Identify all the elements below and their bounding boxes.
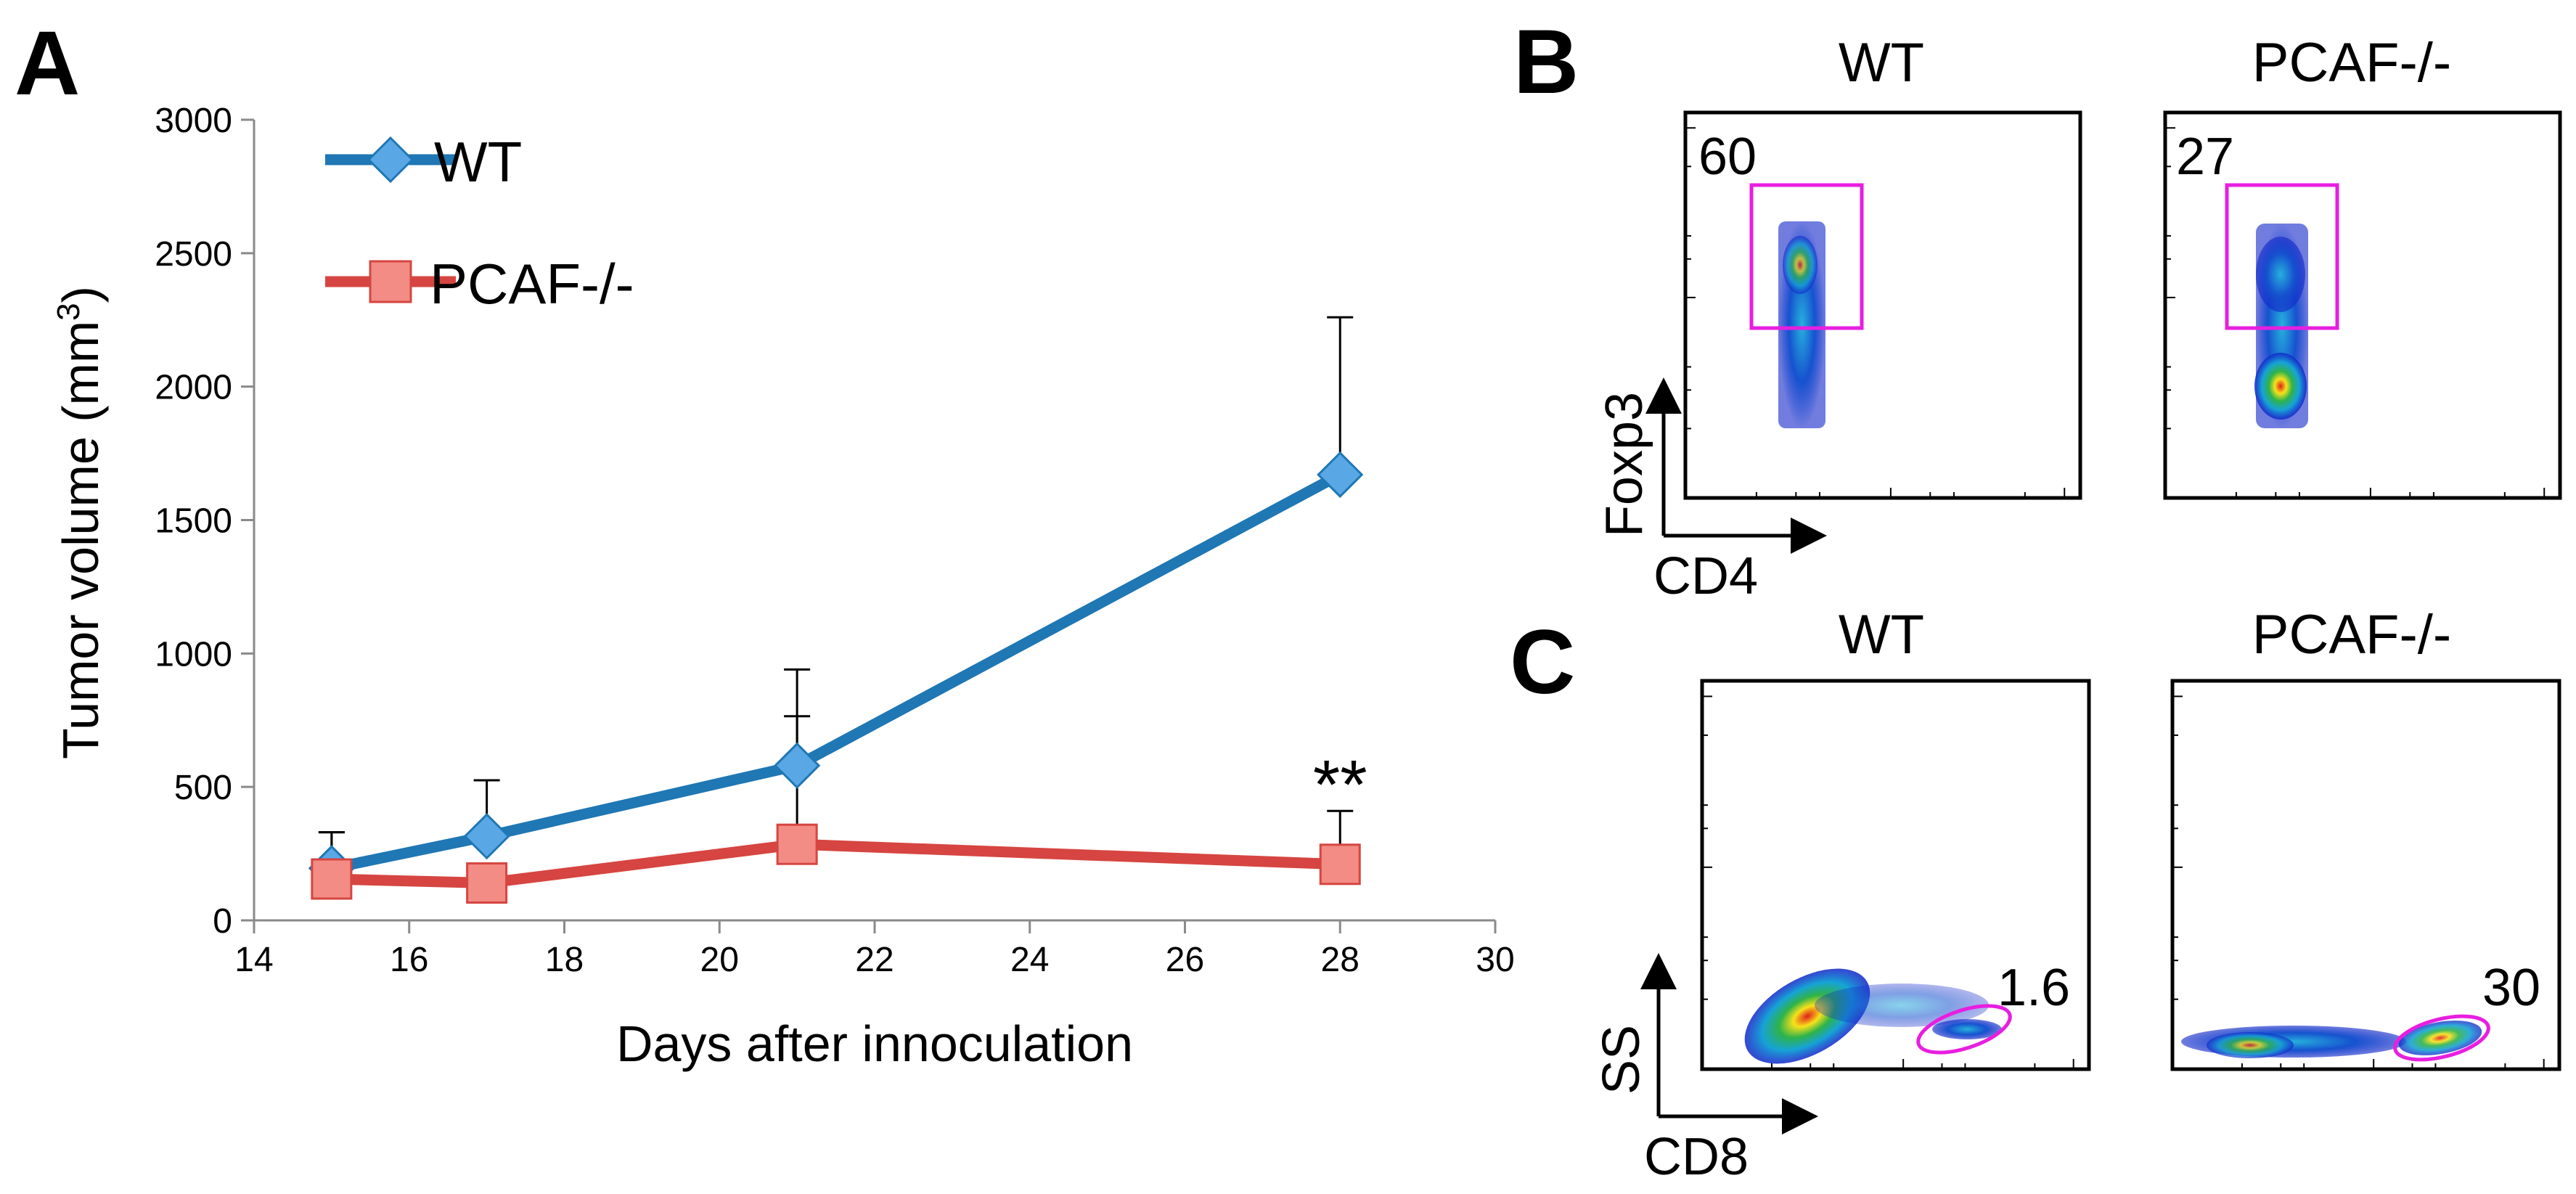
cell-population-c-pcaf-cd8	[2398, 1021, 2482, 1055]
y-tick-label: 2500	[155, 235, 232, 274]
x-tick-label: 22	[855, 941, 894, 979]
panel-c-cd8: WT PCAF-/- 1.6 30 SS CD8	[1592, 604, 2561, 1186]
error-bars	[318, 316, 1354, 880]
y-tick-label: 1000	[155, 635, 232, 674]
y-axis-label: Tumor volume (mm3)	[51, 286, 109, 759]
x-tick-label: 18	[545, 941, 584, 979]
y-tick-label: 2000	[155, 369, 232, 407]
gate-c-pcaf	[2393, 1014, 2490, 1062]
plot-title-c-pcaf: PCAF-/-	[2252, 604, 2451, 666]
foxp3-axis-label: Foxp3	[1595, 392, 1653, 537]
flow-plot-ticks	[1685, 127, 2546, 1070]
gate-b-pcaf	[2225, 183, 2339, 330]
x-axis-ticks: 14 16 18 20 22 24 26 28 30	[234, 920, 1515, 979]
series-lines	[330, 470, 1343, 889]
y-tick-label: 3000	[155, 102, 232, 140]
y-tick-label: 1500	[155, 502, 232, 541]
panel-label-b: B	[1513, 12, 1579, 113]
plot-title-c-wt: WT	[1839, 604, 1924, 666]
x-tick-label: 20	[700, 941, 739, 979]
data-point-pcaf	[466, 862, 508, 904]
tumor-volume-chart: 0 500 1000 1500 2000 2500 3000 14 16 18 20 22 24 26 2…	[51, 102, 1515, 1072]
cell-population-c-wt-cd8	[1932, 1019, 2002, 1039]
gate-percent-c-pcaf: 30	[2482, 959, 2540, 1017]
y-axis-label-main: Tumor volume (mm	[52, 321, 109, 759]
y-axis-label-close: )	[52, 286, 109, 303]
x-tick-label: 26	[1166, 941, 1204, 979]
panel-label-c: C	[1510, 612, 1575, 713]
cell-population-b-wt-core	[1783, 236, 1817, 294]
legend-label-wt: WT	[434, 130, 522, 194]
data-point-pcaf	[1319, 843, 1361, 886]
data-point-wt	[463, 813, 510, 860]
y-tick-label: 0	[213, 902, 232, 941]
y-axis-label-superscript: 3	[51, 303, 86, 320]
x-tick-label: 24	[1010, 941, 1049, 979]
flow-plot-b-pcaf-frame	[2163, 110, 2562, 500]
y-axis-ticks: 0 500 1000 1500 2000 2500 3000	[155, 102, 254, 941]
gate-percent-b-wt: 60	[1698, 128, 1757, 186]
series-markers	[308, 451, 1364, 904]
flow-plot-b-wt-frame	[1683, 110, 2082, 500]
cd4-axis-label: CD4	[1653, 547, 1758, 605]
flow-plot-c-wt-frame	[1700, 679, 2091, 1071]
cell-population-b-pcaf-low	[2254, 353, 2307, 420]
y-tick-label: 500	[174, 769, 232, 807]
panel-label-a: A	[15, 13, 80, 114]
x-axis-label: Days after innoculation	[616, 1015, 1133, 1072]
gate-percent-c-wt: 1.6	[1998, 959, 2070, 1017]
legend-marker-wt	[367, 136, 414, 184]
legend-marker-pcaf	[369, 260, 412, 303]
x-tick-label: 30	[1476, 941, 1514, 979]
cell-population-c-pcaf-left	[2207, 1032, 2294, 1058]
panel-b-foxp3: WT PCAF-/- 60 27 Foxp3 CD4	[1595, 32, 2562, 605]
flow-plot-c-pcaf-frame	[2170, 679, 2561, 1071]
data-point-wt	[774, 742, 821, 789]
gate-percent-b-pcaf: 27	[2176, 128, 2234, 186]
data-point-wt	[1317, 451, 1364, 499]
plot-title-b-pcaf: PCAF-/-	[2252, 32, 2451, 94]
gate-c-wt	[1916, 1004, 2012, 1055]
cell-population-b-pcaf-high	[2256, 237, 2305, 312]
legend-label-pcaf: PCAF-/-	[430, 252, 634, 316]
series-line-pcaf	[331, 838, 1341, 889]
data-point-pcaf	[776, 823, 818, 865]
significance-annotation: **	[1313, 746, 1367, 824]
series-line-wt	[330, 470, 1343, 874]
data-point-pcaf	[311, 858, 353, 900]
ss-axis-label: SS	[1592, 1025, 1651, 1095]
x-tick-label: 14	[234, 941, 273, 979]
x-tick-label: 16	[390, 941, 428, 979]
legend: WT PCAF-/-	[325, 130, 634, 316]
x-tick-label: 28	[1321, 941, 1359, 979]
cd8-axis-label: CD8	[1644, 1128, 1749, 1186]
plot-title-b-wt: WT	[1839, 32, 1924, 94]
gate-b-wt	[1749, 183, 1864, 330]
